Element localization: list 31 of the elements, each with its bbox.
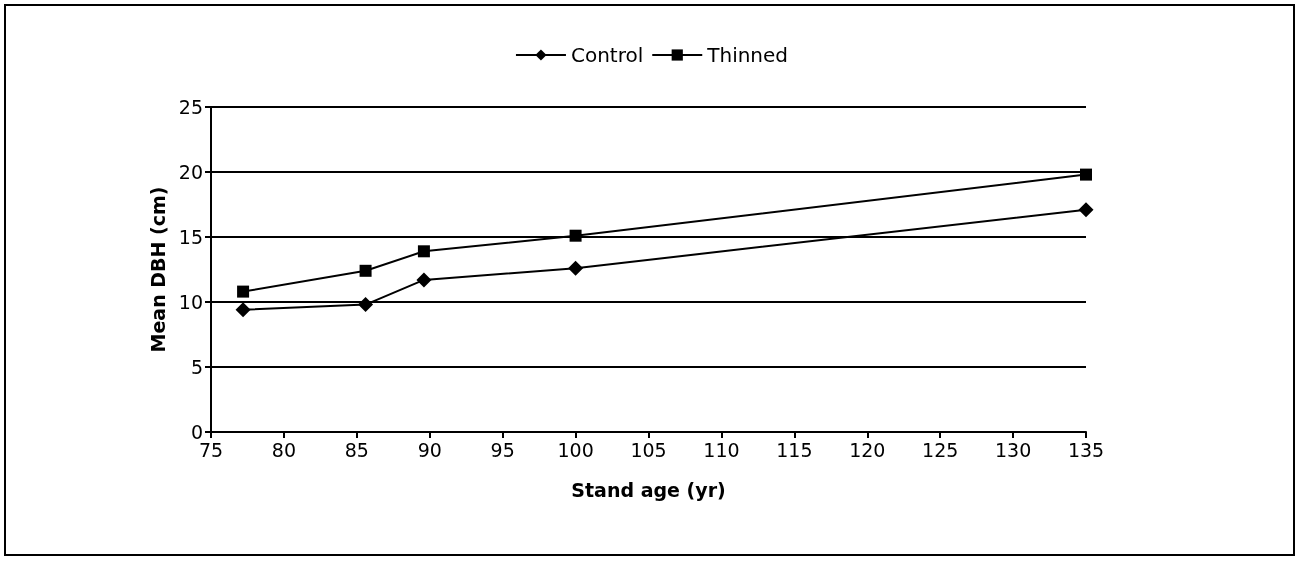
x-tick-label: 90: [417, 438, 442, 461]
x-tick-label: 95: [490, 438, 515, 461]
legend-label: Control: [570, 43, 644, 67]
point: [417, 245, 430, 258]
point: [569, 229, 582, 242]
x-tick-label: 130: [994, 438, 1032, 461]
x-tick-label: 85: [344, 438, 369, 461]
point: [237, 285, 250, 298]
y-tick-label: 15: [178, 226, 203, 248]
x-tick-label: 135: [1067, 438, 1105, 461]
point: [1080, 168, 1092, 181]
legend-label: Thinned: [706, 43, 789, 67]
x-tick-label: 110: [703, 438, 740, 461]
y-tick-label: 25: [178, 96, 203, 118]
x-tick-label: 115: [776, 438, 813, 461]
x-axis-title: Stand age (yr): [571, 478, 726, 501]
point: [568, 260, 584, 276]
point: [359, 264, 372, 277]
y-axis-title: Mean DBH (cm): [147, 186, 170, 353]
x-tick-label: 100: [557, 438, 594, 461]
point: [235, 302, 251, 318]
y-tick-label: 20: [178, 161, 203, 183]
y-tick-label: 10: [178, 291, 203, 313]
y-tick-label: 5: [190, 356, 203, 378]
x-tick-label: 125: [922, 438, 959, 461]
x-tick-label: 120: [849, 438, 886, 461]
x-tick-label: 105: [630, 438, 667, 461]
x-tick-label: 80: [271, 438, 297, 461]
point: [358, 297, 374, 313]
point: [416, 272, 432, 288]
point: [1078, 202, 1094, 218]
